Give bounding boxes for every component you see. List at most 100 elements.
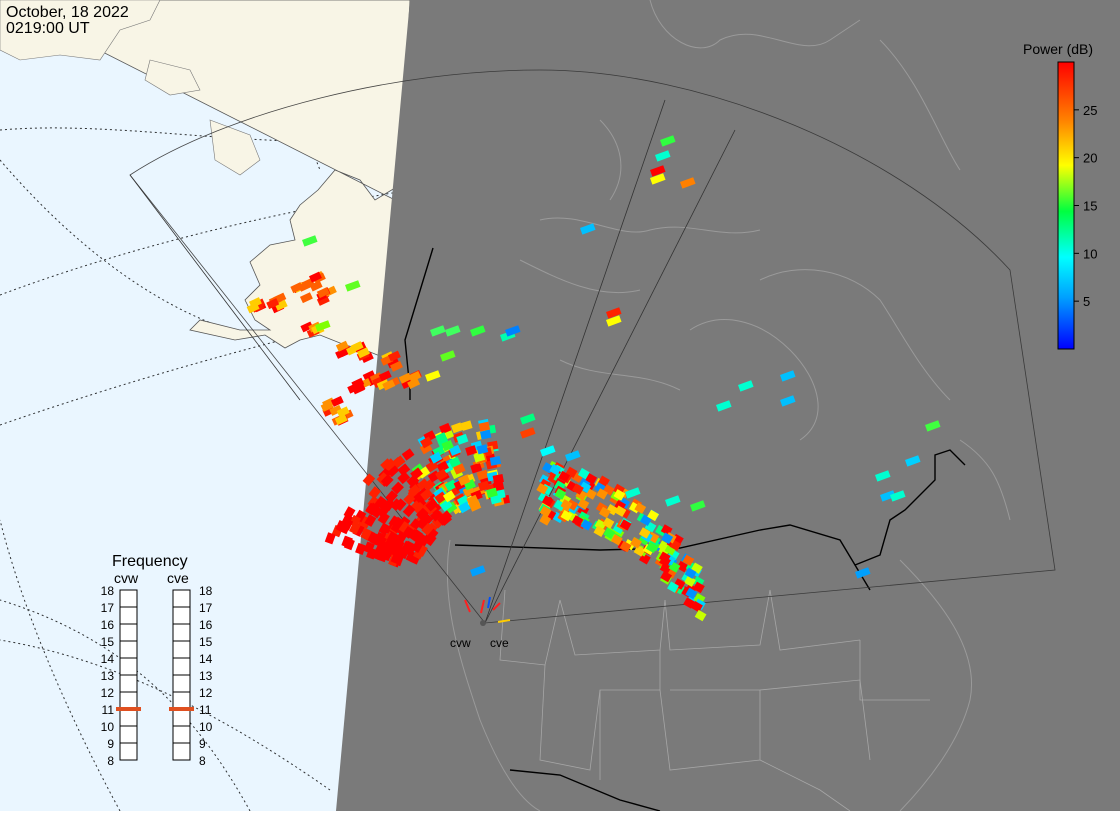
scatter-cell <box>429 508 443 522</box>
scatter-cell <box>274 299 288 311</box>
scatter-cell <box>560 499 573 511</box>
scatter-cell <box>470 462 483 474</box>
scatter-cell <box>565 450 581 462</box>
scatter-cell <box>334 414 348 426</box>
scatter-cell <box>684 575 696 587</box>
scatter-cell <box>650 165 666 177</box>
scatter-cell <box>439 422 452 435</box>
northern-landmass <box>0 0 161 61</box>
scatter-cell <box>383 458 397 471</box>
scatter-cell <box>659 562 672 574</box>
frequency-label-right: 14 <box>199 652 213 666</box>
scatter-cell <box>309 280 323 292</box>
radar-field-of-view <box>129 69 1056 624</box>
scatter-cell <box>370 505 383 519</box>
scatter-cell <box>667 581 679 593</box>
scatter-cell <box>441 439 454 452</box>
scatter-cell <box>505 325 521 337</box>
radar-label-cvw: cvw <box>450 636 471 650</box>
scatter-cell <box>364 514 377 527</box>
scatter-cell <box>429 325 446 337</box>
scatter-cell <box>780 395 796 407</box>
scatter-cell <box>875 470 891 482</box>
scatter-cell <box>330 395 344 407</box>
scatter-cell <box>540 445 556 457</box>
scatter-cell <box>380 474 394 487</box>
frequency-indicator <box>169 707 194 711</box>
date-label: October, 18 2022 <box>6 4 129 21</box>
scatter-cell <box>478 421 491 432</box>
colorbar-gradient <box>1057 61 1075 350</box>
colorbar-tick-label: 20 <box>1083 151 1097 166</box>
scatter-cell <box>435 432 448 444</box>
scatter-cell <box>536 483 549 495</box>
scatter-cell <box>368 486 382 499</box>
frequency-label-right: 13 <box>199 669 213 683</box>
frequency-label-right: 16 <box>199 618 213 632</box>
scatter-cell <box>880 490 896 502</box>
scatter-cell <box>580 519 593 531</box>
scatter-cell <box>402 504 416 518</box>
frequency-label-left: 15 <box>101 635 115 649</box>
scatter-cell <box>638 553 651 565</box>
scatter-cell <box>660 135 676 147</box>
scatter-cell <box>676 560 689 573</box>
scatter-cell <box>367 502 380 516</box>
scatter-cell <box>266 298 280 310</box>
scatter-cell <box>421 522 435 536</box>
scatter-cell <box>360 352 374 364</box>
scatter-cell <box>457 474 471 486</box>
scatter-cell <box>650 173 666 185</box>
scatter-cell <box>549 463 562 476</box>
scatter-cell <box>429 451 443 464</box>
scatter-cell <box>659 555 671 568</box>
frequency-label-right: 18 <box>199 584 213 598</box>
scatter-cell <box>356 347 370 359</box>
frequency-indicator <box>116 707 141 711</box>
state-borders <box>499 589 930 812</box>
scatter-cell <box>335 347 349 359</box>
scatter-cell <box>401 448 415 461</box>
scatter-cell <box>476 469 489 481</box>
radar-sites: cvw cve <box>450 596 511 650</box>
scatter-cell <box>680 177 696 189</box>
frequency-label-right: 12 <box>199 686 213 700</box>
frequency-label-left: 9 <box>107 737 114 751</box>
scatter-cell <box>440 350 456 362</box>
scatter-cell <box>682 554 695 566</box>
scatter-cell <box>410 529 423 542</box>
scatter-cell <box>308 271 322 283</box>
scatter-cell <box>660 570 673 583</box>
scatter-cell <box>320 400 334 412</box>
scatter-cell <box>391 481 404 495</box>
scatter-cell <box>606 315 622 327</box>
scatter-cell <box>335 340 349 352</box>
scatter-cell <box>300 321 314 333</box>
scatter-cell <box>541 495 554 507</box>
grid-line <box>0 599 251 812</box>
scatter-cell <box>424 533 437 547</box>
scatter-cell <box>398 372 412 384</box>
scatter-cell <box>539 505 552 518</box>
scatter-cell <box>645 541 658 554</box>
scatter-cell <box>572 483 584 495</box>
scatter-cell <box>434 491 448 504</box>
scatter-cell <box>416 516 429 530</box>
scatter-cell <box>315 320 331 332</box>
scatter-cell <box>577 467 590 480</box>
scatter-cell <box>386 464 400 478</box>
colorbar-tick-label: 15 <box>1083 199 1097 214</box>
scatter-cell <box>466 494 479 507</box>
scatter-cell <box>606 307 622 319</box>
frequency-label-right: 17 <box>199 601 213 615</box>
scatter-cell <box>386 531 399 544</box>
scatter-cell <box>376 505 390 518</box>
scatter-cell <box>451 422 464 434</box>
scatter-cell <box>343 506 356 519</box>
scatter-cell <box>685 587 698 600</box>
frequency-label-left: 13 <box>101 669 115 683</box>
scatter-cell <box>613 489 626 501</box>
colorbar-ticks: 25 20 15 10 5 <box>1074 103 1097 309</box>
scatter-cell <box>634 502 647 514</box>
